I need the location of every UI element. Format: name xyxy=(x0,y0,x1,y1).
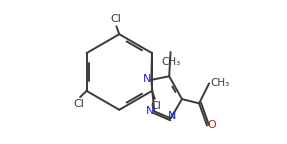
Text: N: N xyxy=(168,111,176,121)
Text: N: N xyxy=(146,106,154,115)
Text: Cl: Cl xyxy=(73,99,84,109)
Text: CH₃: CH₃ xyxy=(162,57,181,67)
Text: Cl: Cl xyxy=(150,101,161,111)
Text: O: O xyxy=(207,120,216,130)
Text: N: N xyxy=(143,74,152,84)
Text: CH₃: CH₃ xyxy=(211,78,230,88)
Text: Cl: Cl xyxy=(110,14,121,24)
